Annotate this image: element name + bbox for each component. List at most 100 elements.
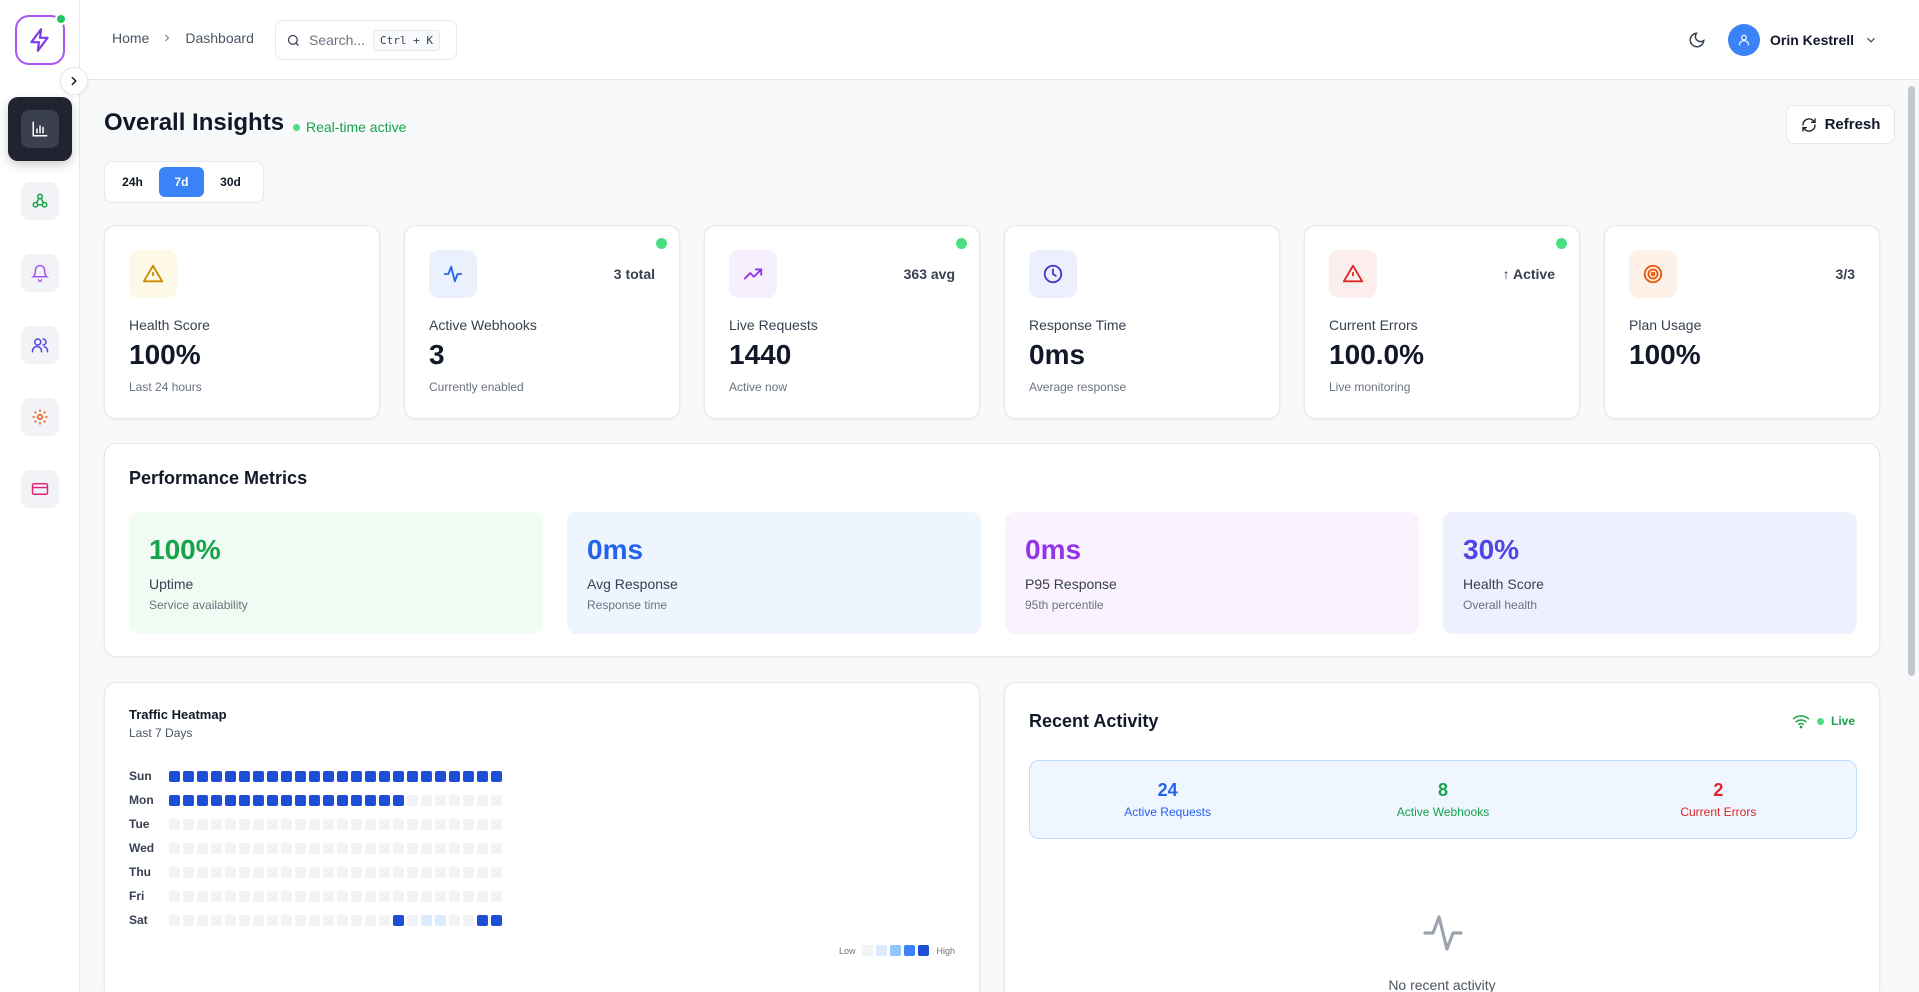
heatmap-cell[interactable] (267, 842, 278, 854)
heatmap-cell[interactable] (295, 794, 306, 806)
heatmap-cell[interactable] (225, 866, 236, 878)
breadcrumb-home[interactable]: Home (112, 30, 150, 46)
heatmap-cell[interactable] (449, 818, 460, 830)
heatmap-cell[interactable] (309, 866, 320, 878)
heatmap-cell[interactable] (449, 866, 460, 878)
heatmap-cell[interactable] (225, 770, 236, 782)
heatmap-cell[interactable] (253, 914, 264, 926)
heatmap-cell[interactable] (379, 842, 390, 854)
nav-notifications[interactable] (21, 254, 59, 292)
heatmap-cell[interactable] (421, 842, 432, 854)
nav-billing[interactable] (21, 470, 59, 508)
heatmap-cell[interactable] (463, 794, 474, 806)
heatmap-cell[interactable] (211, 794, 222, 806)
heatmap-cell[interactable] (379, 794, 390, 806)
heatmap-cell[interactable] (435, 890, 446, 902)
heatmap-cell[interactable] (421, 818, 432, 830)
heatmap-cell[interactable] (393, 842, 404, 854)
heatmap-cell[interactable] (225, 818, 236, 830)
heatmap-cell[interactable] (211, 818, 222, 830)
scrollbar-thumb[interactable] (1908, 86, 1915, 676)
heatmap-cell[interactable] (309, 914, 320, 926)
range-7d-button[interactable]: 7d (159, 167, 204, 197)
heatmap-cell[interactable] (239, 866, 250, 878)
heatmap-cell[interactable] (239, 914, 250, 926)
heatmap-cell[interactable] (449, 890, 460, 902)
heatmap-cell[interactable] (323, 866, 334, 878)
heatmap-cell[interactable] (393, 818, 404, 830)
nav-users[interactable] (21, 326, 59, 364)
app-logo[interactable] (15, 13, 67, 65)
heatmap-cell[interactable] (393, 914, 404, 926)
heatmap-cell[interactable] (253, 818, 264, 830)
heatmap-cell[interactable] (365, 794, 376, 806)
heatmap-cell[interactable] (183, 794, 194, 806)
heatmap-cell[interactable] (365, 914, 376, 926)
heatmap-cell[interactable] (379, 890, 390, 902)
heatmap-cell[interactable] (379, 818, 390, 830)
heatmap-cell[interactable] (211, 914, 222, 926)
heatmap-cell[interactable] (477, 890, 488, 902)
heatmap-cell[interactable] (379, 770, 390, 782)
sidebar-expand-button[interactable] (60, 67, 88, 95)
heatmap-cell[interactable] (253, 890, 264, 902)
heatmap-cell[interactable] (183, 866, 194, 878)
heatmap-cell[interactable] (183, 770, 194, 782)
heatmap-cell[interactable] (323, 818, 334, 830)
heatmap-cell[interactable] (435, 818, 446, 830)
heatmap-cell[interactable] (197, 842, 208, 854)
heatmap-cell[interactable] (407, 842, 418, 854)
heatmap-cell[interactable] (295, 770, 306, 782)
heatmap-cell[interactable] (463, 890, 474, 902)
heatmap-cell[interactable] (169, 770, 180, 782)
heatmap-cell[interactable] (379, 914, 390, 926)
heatmap-cell[interactable] (477, 914, 488, 926)
heatmap-cell[interactable] (197, 866, 208, 878)
heatmap-cell[interactable] (351, 770, 362, 782)
heatmap-cell[interactable] (365, 818, 376, 830)
heatmap-cell[interactable] (351, 914, 362, 926)
heatmap-cell[interactable] (421, 866, 432, 878)
heatmap-cell[interactable] (183, 914, 194, 926)
heatmap-cell[interactable] (491, 914, 502, 926)
heatmap-cell[interactable] (295, 914, 306, 926)
heatmap-cell[interactable] (449, 914, 460, 926)
heatmap-cell[interactable] (239, 842, 250, 854)
heatmap-cell[interactable] (323, 842, 334, 854)
heatmap-cell[interactable] (421, 770, 432, 782)
heatmap-cell[interactable] (239, 770, 250, 782)
heatmap-cell[interactable] (169, 914, 180, 926)
heatmap-cell[interactable] (435, 866, 446, 878)
user-menu[interactable]: Orin Kestrell (1728, 24, 1878, 56)
heatmap-cell[interactable] (435, 842, 446, 854)
search-input[interactable]: Search... Ctrl + K (275, 20, 457, 60)
heatmap-cell[interactable] (197, 794, 208, 806)
heatmap-cell[interactable] (183, 818, 194, 830)
heatmap-cell[interactable] (323, 794, 334, 806)
heatmap-cell[interactable] (309, 770, 320, 782)
heatmap-cell[interactable] (449, 842, 460, 854)
heatmap-cell[interactable] (421, 890, 432, 902)
heatmap-cell[interactable] (393, 866, 404, 878)
heatmap-cell[interactable] (169, 794, 180, 806)
heatmap-cell[interactable] (239, 794, 250, 806)
heatmap-cell[interactable] (491, 842, 502, 854)
theme-toggle-button[interactable] (1685, 28, 1709, 52)
heatmap-cell[interactable] (463, 914, 474, 926)
heatmap-cell[interactable] (337, 818, 348, 830)
heatmap-cell[interactable] (211, 890, 222, 902)
heatmap-cell[interactable] (477, 842, 488, 854)
heatmap-cell[interactable] (379, 866, 390, 878)
heatmap-cell[interactable] (337, 794, 348, 806)
heatmap-cell[interactable] (253, 770, 264, 782)
heatmap-cell[interactable] (463, 866, 474, 878)
heatmap-cell[interactable] (239, 890, 250, 902)
heatmap-cell[interactable] (281, 770, 292, 782)
heatmap-cell[interactable] (477, 794, 488, 806)
heatmap-cell[interactable] (309, 794, 320, 806)
heatmap-cell[interactable] (309, 818, 320, 830)
heatmap-cell[interactable] (477, 866, 488, 878)
heatmap-cell[interactable] (435, 914, 446, 926)
heatmap-cell[interactable] (211, 770, 222, 782)
heatmap-cell[interactable] (183, 842, 194, 854)
